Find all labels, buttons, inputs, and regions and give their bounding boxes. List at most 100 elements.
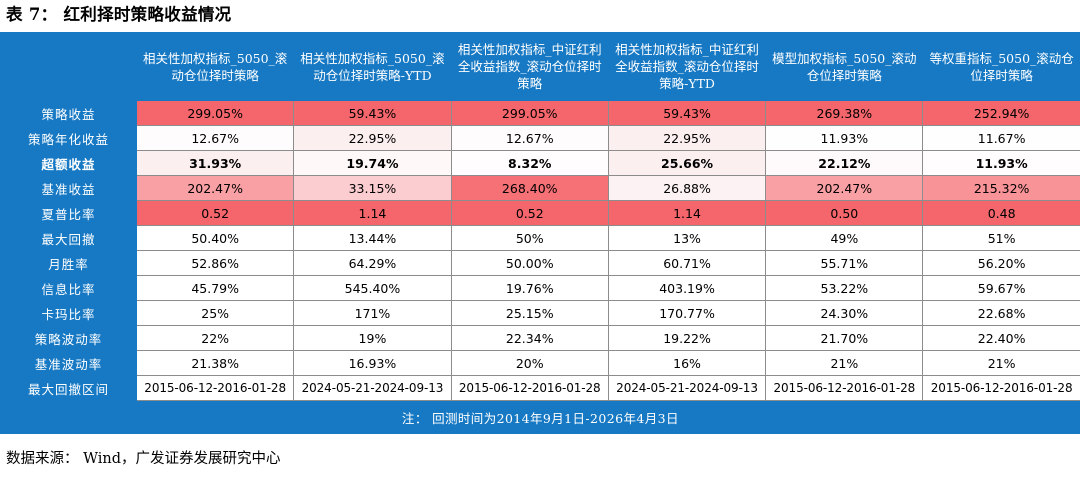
cell-r7-c2: 64.29%	[293, 250, 452, 276]
table-row: 月胜率 52.86% 64.29% 50.00% 60.71% 55.71% 56.20%	[0, 250, 1080, 276]
cell-r12-c4: 2024-05-21-2024-09-13	[607, 375, 767, 401]
cell-r6-c1: 50.40%	[135, 225, 295, 251]
cell-r2-c6: 11.67%	[922, 125, 1080, 151]
cell-r2-c5: 11.93%	[765, 125, 924, 151]
cell-r7-c3: 50.00%	[450, 250, 609, 276]
cell-r11-c2: 16.93%	[293, 350, 452, 376]
cell-r8-c6: 59.67%	[922, 275, 1080, 301]
cell-r9-c2: 171%	[293, 300, 452, 326]
cell-r10-c5: 21.70%	[765, 325, 924, 351]
cell-r9-c4: 170.77%	[607, 300, 767, 326]
cell-r3-c4: 25.66%	[607, 150, 767, 176]
cell-r7-c1: 52.86%	[135, 250, 295, 276]
cell-r5-c2: 1.14	[293, 200, 452, 226]
table-footer: 注： 回测时间为2014年9月1日-2026年4月3日	[0, 400, 1080, 434]
cell-r11-c1: 21.38%	[135, 350, 295, 376]
cell-r1-c6: 252.94%	[922, 100, 1080, 126]
cell-r4-c2: 33.15%	[293, 175, 452, 201]
cell-r1-c4: 59.43%	[607, 100, 767, 126]
cell-r6-c5: 49%	[765, 225, 924, 251]
cell-r4-c4: 26.88%	[607, 175, 767, 201]
table-row: 卡玛比率 25% 171% 25.15% 170.77% 24.30% 22.68%	[0, 300, 1080, 326]
cell-r11-c6: 21%	[922, 350, 1080, 376]
column-header-6: 等权重指标_5050_滚动仓位择时策略	[922, 32, 1080, 101]
cell-r2-c3: 12.67%	[450, 125, 609, 151]
performance-table: 相关性加权指标_5050_滚动仓位择时策略 相关性加权指标_5050_滚动仓位择时…	[0, 32, 1080, 434]
cell-r12-c2: 2024-05-21-2024-09-13	[293, 375, 452, 401]
cell-r7-c4: 60.71%	[607, 250, 767, 276]
cell-r8-c1: 45.79%	[135, 275, 295, 301]
cell-r10-c4: 19.22%	[607, 325, 767, 351]
cell-r4-c1: 202.47%	[135, 175, 295, 201]
cell-r1-c1: 299.05%	[135, 100, 295, 126]
source-line: 数据来源： Wind，广发证券发展研究中心	[6, 451, 281, 467]
note-row: 注： 回测时间为2014年9月1日-2026年4月3日	[0, 400, 1080, 434]
row-label-3: 超额收益	[0, 150, 137, 176]
cell-r2-c4: 22.95%	[607, 125, 767, 151]
figure-title: 表 7： 红利择时策略收益情况	[6, 5, 232, 24]
cell-r5-c5: 0.50	[765, 200, 924, 226]
row-label-8: 信息比率	[0, 275, 137, 301]
row-label-9: 卡玛比率	[0, 300, 137, 326]
backtest-note: 注： 回测时间为2014年9月1日-2026年4月3日	[0, 400, 1080, 434]
cell-r10-c1: 22%	[135, 325, 295, 351]
row-label-10: 策略波动率	[0, 325, 137, 351]
header-corner-cell	[0, 32, 137, 101]
cell-r10-c2: 19%	[293, 325, 452, 351]
cell-r6-c2: 13.44%	[293, 225, 452, 251]
row-label-7: 月胜率	[0, 250, 137, 276]
cell-r2-c2: 22.95%	[293, 125, 452, 151]
cell-r5-c1: 0.52	[135, 200, 295, 226]
row-label-2: 策略年化收益	[0, 125, 137, 151]
row-label-4: 基准收益	[0, 175, 137, 201]
cell-r10-c6: 22.40%	[922, 325, 1080, 351]
cell-r6-c3: 50%	[450, 225, 609, 251]
cell-r11-c5: 21%	[765, 350, 924, 376]
cell-r11-c3: 20%	[450, 350, 609, 376]
row-label-12: 最大回撤区间	[0, 375, 137, 401]
cell-r8-c5: 53.22%	[765, 275, 924, 301]
cell-r2-c1: 12.67%	[135, 125, 295, 151]
cell-r5-c4: 1.14	[607, 200, 767, 226]
cell-r9-c1: 25%	[135, 300, 295, 326]
cell-r8-c2: 545.40%	[293, 275, 452, 301]
cell-r12-c5: 2015-06-12-2016-01-28	[765, 375, 924, 401]
table-row: 基准收益 202.47% 33.15% 268.40% 26.88% 202.47% 215…	[0, 175, 1080, 201]
table-body: 策略收益 299.05% 59.43% 299.05% 59.43% 269.38% 252…	[0, 100, 1080, 401]
column-header-4: 相关性加权指标_中证红利全收益指数_滚动仓位择时策略-YTD	[607, 32, 767, 101]
cell-r8-c3: 19.76%	[450, 275, 609, 301]
cell-r10-c3: 22.34%	[450, 325, 609, 351]
cell-r12-c1: 2015-06-12-2016-01-28	[135, 375, 295, 401]
cell-r5-c6: 0.48	[922, 200, 1080, 226]
cell-r4-c5: 202.47%	[765, 175, 924, 201]
table-row: 策略收益 299.05% 59.43% 299.05% 59.43% 269.38% 252…	[0, 100, 1080, 126]
row-label-11: 基准波动率	[0, 350, 137, 376]
table-header: 相关性加权指标_5050_滚动仓位择时策略 相关性加权指标_5050_滚动仓位择时…	[0, 32, 1080, 101]
table-row: 最大回撤 50.40% 13.44% 50% 13% 49% 51%	[0, 225, 1080, 251]
cell-r3-c5: 22.12%	[765, 150, 924, 176]
cell-r12-c3: 2015-06-12-2016-01-28	[450, 375, 609, 401]
cell-r6-c4: 13%	[607, 225, 767, 251]
cell-r4-c3: 268.40%	[450, 175, 609, 201]
cell-r4-c6: 215.32%	[922, 175, 1080, 201]
cell-r3-c3: 8.32%	[450, 150, 609, 176]
column-header-2: 相关性加权指标_5050_滚动仓位择时策略-YTD	[293, 32, 452, 101]
cell-r9-c5: 24.30%	[765, 300, 924, 326]
table-row: 信息比率 45.79% 545.40% 19.76% 403.19% 53.22% 59.6…	[0, 275, 1080, 301]
cell-r1-c5: 269.38%	[765, 100, 924, 126]
cell-r8-c4: 403.19%	[607, 275, 767, 301]
cell-r5-c3: 0.52	[450, 200, 609, 226]
cell-r6-c6: 51%	[922, 225, 1080, 251]
cell-r9-c6: 22.68%	[922, 300, 1080, 326]
table-row: 夏普比率 0.52 1.14 0.52 1.14 0.50 0.48	[0, 200, 1080, 226]
cell-r3-c6: 11.93%	[922, 150, 1080, 176]
row-label-5: 夏普比率	[0, 200, 137, 226]
cell-r11-c4: 16%	[607, 350, 767, 376]
table-row: 基准波动率 21.38% 16.93% 20% 16% 21% 21%	[0, 350, 1080, 376]
table-row: 最大回撤区间 2015-06-12-2016-01-28 2024-05-21-20…	[0, 375, 1080, 401]
column-header-1: 相关性加权指标_5050_滚动仓位择时策略	[135, 32, 295, 101]
cell-r1-c3: 299.05%	[450, 100, 609, 126]
cell-r12-c6: 2015-06-12-2016-01-28	[922, 375, 1080, 401]
column-header-5: 模型加权指标_5050_滚动仓位择时策略	[765, 32, 924, 101]
